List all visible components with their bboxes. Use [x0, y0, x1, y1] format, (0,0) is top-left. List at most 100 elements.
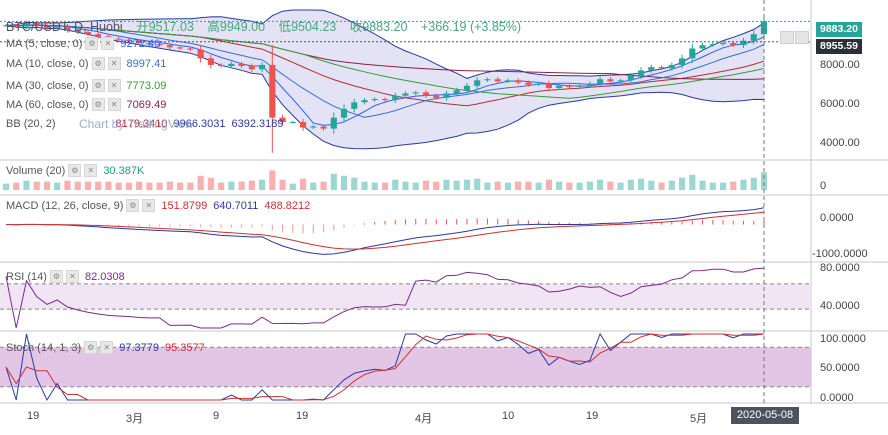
volume-bar [484, 182, 491, 190]
settings-icon[interactable]: ⚙ [126, 199, 140, 212]
candle-body [115, 38, 122, 40]
volume-bar [330, 173, 337, 190]
candle-body [381, 98, 389, 101]
ma60-legend[interactable]: MA (60, close, 0) ⚙ ✕ 7069.49 [6, 98, 166, 111]
volume-bar [340, 175, 348, 190]
volume-bar [760, 172, 768, 190]
rsi-value: 82.0308 [84, 270, 125, 283]
candle-body [760, 21, 768, 35]
rsi-line [5, 267, 765, 329]
volume-bar [310, 182, 317, 190]
volume-bar [627, 179, 634, 190]
pane-up-button[interactable] [780, 31, 794, 44]
candle-body [422, 92, 430, 96]
ma60-value: 7069.49 [126, 98, 167, 111]
volume-bar [709, 182, 716, 190]
candle-body [13, 25, 20, 27]
volume-bar [207, 177, 214, 190]
volume-bar [218, 182, 225, 190]
volume-bar [689, 174, 696, 190]
volume-bar [443, 179, 450, 190]
bb-legend[interactable]: BB (20, 2) 8179.3410 9966.3031 6392.3189 [6, 118, 284, 130]
ma5-value: 9272.40 [120, 37, 161, 50]
close-icon[interactable]: ✕ [107, 79, 121, 92]
volume-bar [607, 181, 614, 190]
close-icon[interactable]: ✕ [107, 98, 121, 111]
macd-hist-value: 151.8799 [161, 199, 208, 212]
candle-body [289, 122, 296, 124]
ma10-legend[interactable]: MA (10, close, 0) ⚙ ✕ 8997.41 [6, 57, 166, 70]
stoch-band-fill [0, 347, 811, 387]
rsi-legend[interactable]: RSI (14) ⚙ ✕ 82.0308 [6, 270, 125, 283]
volume-bar [730, 181, 737, 190]
volume-bar [23, 180, 30, 190]
candle-body [504, 80, 511, 82]
settings-icon[interactable]: ⚙ [91, 98, 105, 111]
volume-bar [648, 180, 655, 190]
x-tick-label: 19 [296, 410, 309, 422]
candle-body [719, 42, 727, 45]
settings-icon[interactable]: ⚙ [91, 57, 105, 70]
stoch-legend[interactable]: Stoch (14, 1, 3) ⚙ ✕ 97.3779 95.3577 [6, 341, 205, 354]
candle-body [177, 47, 184, 49]
settings-icon[interactable]: ⚙ [49, 270, 63, 283]
volume-value: 30.387K [103, 164, 145, 177]
volume-bar [259, 179, 266, 190]
volume-bar [166, 181, 173, 190]
candle-body [310, 126, 317, 128]
ma5-legend[interactable]: MA (5, close, 0) ⚙ ✕ 9272.40 [6, 37, 160, 50]
bb-basis-value: 8179.3410 [115, 118, 168, 130]
volume-bar [279, 179, 286, 190]
rsi-label: RSI (14) [6, 270, 47, 283]
candle-body [197, 49, 204, 59]
settings-icon[interactable]: ⚙ [84, 341, 98, 354]
candle-body [54, 26, 61, 28]
volume-bar [381, 182, 389, 190]
volume-bar [556, 181, 563, 190]
ma30-legend[interactable]: MA (30, close, 0) ⚙ ✕ 7773.09 [6, 79, 166, 92]
close-icon[interactable]: ✕ [107, 57, 121, 70]
candle-body [330, 117, 337, 129]
volume-bar [392, 179, 399, 190]
ma60-label: MA (60, close, 0) [6, 98, 89, 111]
close-icon[interactable]: ✕ [101, 37, 115, 50]
candle-body [146, 42, 153, 45]
x-tick-label: 9 [213, 410, 220, 422]
candle-body [218, 64, 225, 67]
candle-body [74, 29, 81, 32]
volume-bar [412, 182, 419, 190]
candle-body [392, 95, 399, 101]
volume-bar [156, 182, 163, 190]
settings-icon[interactable]: ⚙ [68, 164, 82, 177]
ohlc-header: BTC/USDT, D, Huobi 开9517.03 高9949.00 低95… [6, 16, 531, 35]
macd-line [5, 207, 765, 255]
price-tick-6000: 6000.00 [820, 98, 860, 110]
close-icon[interactable]: ✕ [84, 164, 98, 177]
close-icon[interactable]: ✕ [100, 341, 114, 354]
volume-bar [545, 179, 552, 190]
volume-bar [95, 181, 102, 190]
candle-body [84, 31, 92, 35]
volume-bar [84, 181, 92, 190]
volume-bar [54, 182, 61, 190]
candle-body [351, 102, 358, 109]
open-value: 9517.03 [148, 20, 194, 34]
macd-legend[interactable]: MACD (12, 26, close, 9) ⚙ ✕ 151.8799 640.… [6, 199, 310, 212]
settings-icon[interactable]: ⚙ [85, 37, 99, 50]
candle-body [576, 85, 583, 87]
ma10-label: MA (10, close, 0) [6, 57, 89, 70]
bb-label: BB (20, 2) [6, 118, 56, 130]
volume-tick-0: 0 [820, 180, 827, 192]
close-icon[interactable]: ✕ [142, 199, 156, 212]
ma5-label: MA (5, close, 0) [6, 37, 83, 50]
candle-body [617, 80, 624, 82]
volume-legend[interactable]: Volume (20) ⚙ ✕ 30.387K [6, 164, 144, 177]
pane-down-button[interactable] [795, 31, 809, 44]
candle-body [566, 85, 573, 87]
candle-body [586, 83, 593, 86]
close-icon[interactable]: ✕ [65, 270, 79, 283]
rsi-tick-80: 80.0000 [820, 262, 860, 274]
settings-icon[interactable]: ⚙ [91, 79, 105, 92]
volume-bar [586, 181, 593, 190]
